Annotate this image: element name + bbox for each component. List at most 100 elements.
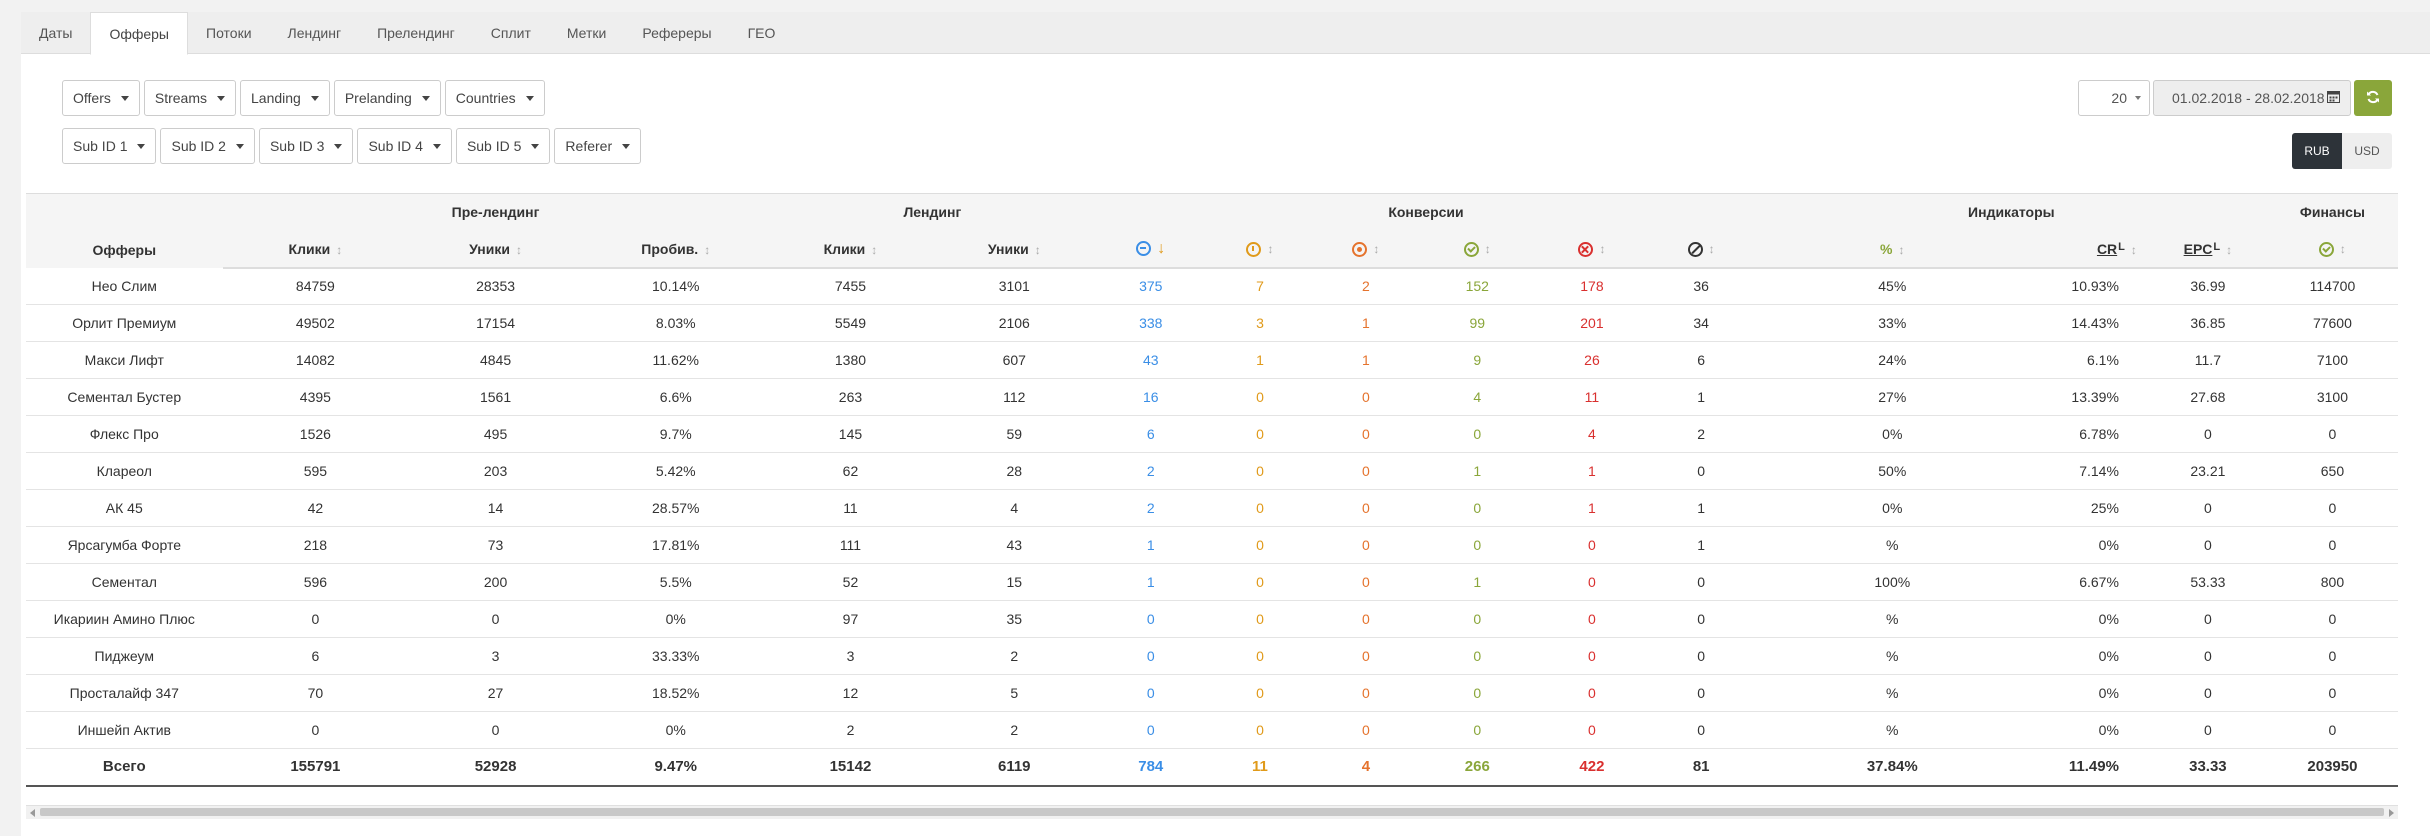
col-epc[interactable]: EPCL ↕ [2148, 230, 2267, 269]
tab-6[interactable]: Метки [566, 25, 607, 41]
table-cell: 2 [932, 637, 1097, 675]
table-cell: 0 [1205, 452, 1315, 490]
offer-name[interactable]: Нео Слим [26, 267, 223, 305]
table-row: Просталайф 347 70 27 18.52% 12 5 0 0 0 0 0 0% 0% 0 0 [26, 674, 2398, 712]
tab-3[interactable]: Лендинг [287, 25, 342, 41]
table-cell: 100% [1755, 563, 2029, 601]
col-pre-uniques[interactable]: Уники ↕ [408, 230, 583, 269]
offer-name[interactable]: Орлит Премиум [26, 304, 223, 342]
offer-name[interactable]: Иншейп Актив [26, 711, 223, 749]
scrollbar-thumb[interactable] [40, 808, 2384, 816]
offer-name[interactable]: Ярсагумба Форте [26, 526, 223, 564]
table-cell: 62 [768, 452, 933, 490]
offer-name[interactable]: Флекс Про [26, 415, 223, 453]
col-conv-rejected[interactable]: ↕ [1537, 230, 1647, 269]
table-cell: 99 [1417, 304, 1538, 342]
col-cr[interactable]: CRL ↕ [2028, 230, 2149, 269]
tab-4[interactable]: Пре­лендинг [377, 25, 455, 41]
tab-8[interactable]: ГЕО [747, 25, 776, 41]
table-cell: 0 [408, 600, 583, 638]
table-cell: 2 [1646, 415, 1756, 453]
table-row: Макси Лифт 14082 4845 11.62% 1380 607 43 1 1 9 26 6… [26, 341, 2398, 379]
col-approve-pct[interactable]: % ↕ [1755, 230, 2029, 269]
table-row: АК 45 42 14 28.57% 11 4 2 0 0 0 1 1 0% 25% 0 0 [26, 489, 2398, 527]
table-cell: 0% [2028, 526, 2149, 564]
table-cell: 2106 [932, 304, 1097, 342]
filter-dropdown[interactable]: Sub ID 3 [258, 128, 354, 164]
table-cell: 3 [1205, 304, 1315, 342]
table-cell: 3101 [932, 267, 1097, 305]
table-cell: 0 [1417, 415, 1538, 453]
offer-name[interactable]: Икариин Амино Плюс [26, 600, 223, 638]
table-cell: 1526 [222, 415, 409, 453]
chevron-down-icon [531, 143, 540, 149]
table-cell: 178 [1537, 267, 1647, 305]
table-cell: 203 [408, 452, 583, 490]
offer-name[interactable]: Просталайф 347 [26, 674, 223, 712]
chevron-down-icon [622, 143, 631, 149]
filter-dropdown[interactable]: Streams [143, 80, 236, 116]
col-pre-clicks[interactable]: Клики ↕ [222, 230, 409, 269]
table-row: Орлит Премиум 49502 17154 8.03% 5549 2106 338 3… [26, 304, 2398, 342]
currency-rub-button[interactable]: RUB [2292, 133, 2342, 169]
table-cell: 145 [768, 415, 933, 453]
table-cell: 6 [222, 637, 409, 675]
table-cell: 5.5% [582, 563, 769, 601]
col-conv-trash[interactable]: ↕ [1646, 230, 1756, 269]
scroll-right-icon[interactable] [2389, 809, 2394, 817]
offer-name[interactable]: Сементал [26, 563, 223, 601]
table-cell: 0 [2148, 526, 2267, 564]
col-probiv[interactable]: Пробив. ↕ [582, 230, 769, 269]
col-offers[interactable]: Офферы [26, 193, 223, 268]
chevron-down-icon [137, 143, 146, 149]
sort-icon: ↕ [1484, 242, 1491, 257]
tab-0[interactable]: Даты [39, 25, 73, 41]
table-cell: 4 [1537, 415, 1647, 453]
offer-name[interactable]: Сементал Бустер [26, 378, 223, 416]
col-revenue[interactable]: ↕ [2266, 230, 2398, 269]
table-cell: 0 [1314, 600, 1418, 638]
date-range-picker[interactable]: 01.02.2018 - 28.02.2018 [2153, 80, 2351, 116]
currency-usd-button[interactable]: USD [2342, 133, 2392, 169]
table-cell: 1 [1537, 452, 1647, 490]
table-cell: 9.47% [582, 748, 769, 787]
filter-dropdown[interactable]: Sub ID 4 [357, 128, 452, 164]
table-cell: 5549 [768, 304, 933, 342]
offer-name[interactable]: Клареол [26, 452, 223, 490]
table-cell: 1 [1096, 526, 1206, 564]
col-land-uniques[interactable]: Уники ↕ [932, 230, 1097, 269]
col-label: Клики [288, 240, 331, 257]
offer-name[interactable]: Макси Лифт [26, 341, 223, 379]
per-page-select[interactable]: 20 [2078, 80, 2150, 116]
table-cell: 0 [2148, 637, 2267, 675]
filter-label: Streams [154, 90, 207, 106]
filter-dropdown[interactable]: Sub ID 1 [62, 128, 157, 164]
table-row: Сементал 596 200 5.5% 52 15 1 0 0 1 0 0 100% 6.67% 53.… [26, 563, 2398, 601]
col-conv-approved[interactable]: ↕ [1417, 230, 1538, 269]
col-conv-pending[interactable]: ↕ [1205, 230, 1315, 269]
tab-1[interactable]: Офферы [90, 12, 188, 55]
tab-2[interactable]: Потоки [206, 25, 252, 41]
offer-name[interactable]: АК 45 [26, 489, 223, 527]
col-land-clicks[interactable]: Клики ↕ [768, 230, 933, 269]
refresh-button[interactable] [2354, 80, 2392, 116]
offer-name[interactable]: Пиджеум [26, 637, 223, 675]
filter-dropdown[interactable]: Sub ID 2 [160, 128, 255, 164]
filter-dropdown[interactable]: Sub ID 5 [455, 128, 551, 164]
filter-dropdown[interactable]: Prelanding [333, 80, 441, 116]
filter-dropdown[interactable]: Referer [554, 128, 642, 164]
horizontal-scrollbar[interactable] [26, 805, 2398, 819]
col-conv-hold[interactable]: ↕ [1314, 230, 1418, 269]
scroll-left-icon[interactable] [30, 809, 35, 817]
col-conv-all[interactable]: ↓ [1096, 230, 1206, 269]
table-cell: 14 [408, 489, 583, 527]
table-cell: 15142 [768, 748, 933, 787]
filter-dropdown[interactable]: Countries [444, 80, 545, 116]
col-label: % [1880, 240, 1893, 257]
tab-5[interactable]: Сплит [490, 25, 531, 41]
filter-dropdown[interactable]: Landing [240, 80, 330, 116]
filter-dropdown[interactable]: Offers [62, 80, 140, 116]
table-cell: 1 [1646, 378, 1756, 416]
tab-7[interactable]: Рефереры [642, 25, 712, 41]
table-cell: 111 [768, 526, 933, 564]
